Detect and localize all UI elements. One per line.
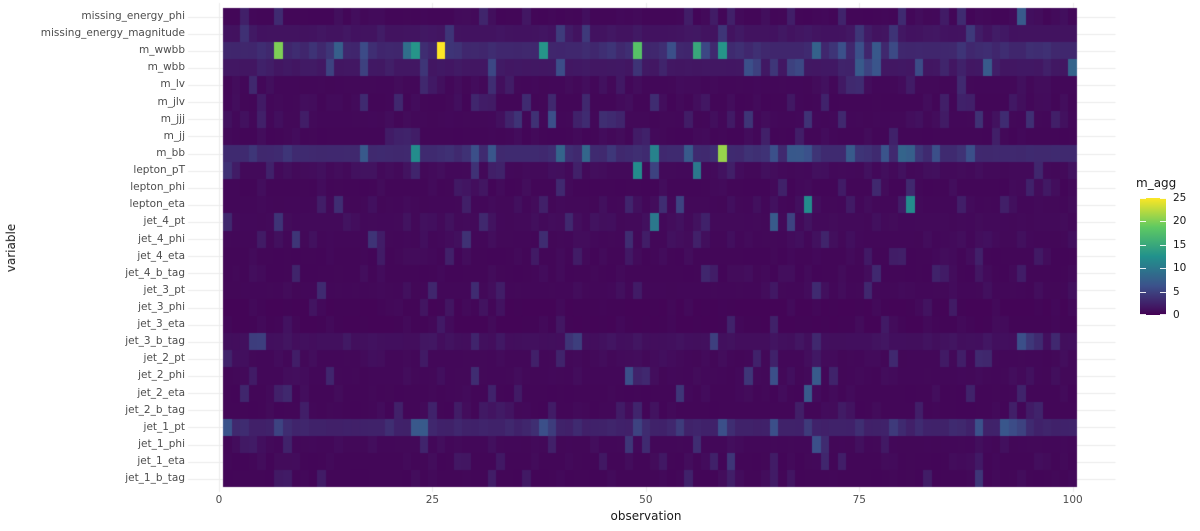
- y-tick-label: jet_4_phi: [138, 232, 185, 245]
- y-tick-label: m_jlv: [157, 95, 185, 108]
- y-tick-label: missing_energy_magnitude: [40, 27, 185, 40]
- y-tick-label: lepton_eta: [129, 198, 186, 211]
- y-tick-label: m_wbb: [147, 61, 185, 74]
- y-tick-label: jet_2_b_tag: [125, 403, 185, 416]
- y-tick-label: jet_3_pt: [143, 283, 185, 296]
- y-tick-label: m_jj: [163, 129, 185, 142]
- y-tick-label: m_jjj: [160, 112, 185, 125]
- y-tick-label: lepton_pT: [133, 164, 185, 177]
- y-tick-label: jet_4_eta: [137, 249, 185, 262]
- y-tick-label: jet_4_b_tag: [125, 266, 185, 279]
- y-tick-label: m_wwbb: [139, 44, 185, 57]
- y-tick-label: m_lv: [160, 78, 185, 91]
- x-tick-label: 0: [215, 494, 223, 506]
- y-tick-label: jet_1_phi: [138, 437, 185, 450]
- y-tick-label: jet_3_eta: [137, 318, 185, 331]
- x-tick-label: 50: [639, 494, 653, 506]
- x-tick-label: 75: [852, 494, 866, 506]
- y-tick-label: m_bb: [156, 146, 185, 159]
- y-tick-label: jet_2_phi: [138, 369, 185, 382]
- y-tick-label: lepton_phi: [130, 181, 185, 194]
- x-tick-label: 25: [425, 494, 440, 506]
- x-axis-title: observation: [610, 509, 682, 523]
- x-tick-label: 100: [1062, 494, 1083, 506]
- y-tick-label: jet_4_pt: [143, 215, 185, 228]
- y-tick-label: jet_1_pt: [143, 420, 185, 433]
- y-tick-label: jet_1_b_tag: [125, 472, 185, 485]
- y-tick-label: jet_2_eta: [137, 386, 185, 399]
- y-tick-label: jet_3_b_tag: [125, 335, 185, 348]
- y-tick-label: missing_energy_phi: [81, 10, 185, 22]
- y-tick-label: jet_2_pt: [143, 352, 185, 365]
- y-tick-label: jet_3_phi: [138, 301, 185, 313]
- y-tick-label: jet_1_eta: [137, 455, 185, 468]
